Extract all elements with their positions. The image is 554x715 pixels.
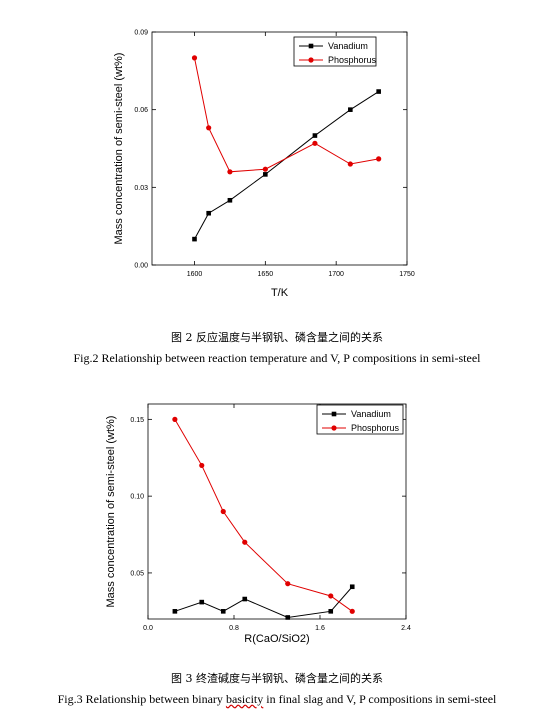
data-point-phosphorus [312,140,318,146]
data-point-phosphorus [285,581,291,587]
data-point-phosphorus [227,169,233,175]
figure-3: 0.0 0.8 1.6 2.4 0.05 0.10 0.15 R(CaO/SiO2) Mass … [0,380,554,715]
data-point-vanadium [206,210,211,216]
data-point-vanadium [220,609,226,614]
data-point-phosphorus [220,508,226,515]
series-line-phosphorus [194,57,379,173]
y-tick-label: 0.00 [134,263,148,270]
data-point-vanadium [242,596,248,602]
legend-label-vanadium: Vanadium [351,409,391,419]
legend-marker-phosphorus [331,425,337,431]
data-point-phosphorus [191,55,198,61]
figure-3-caption-cn: 图 3 终渣碱度与半钢钒、磷含量之间的关系 [171,672,383,685]
chart-binary-basicity: 0.0 0.8 1.6 2.4 0.05 0.10 0.15 R(CaO/SiO2) Mass … [105,403,411,645]
x-axis-label: T/K [271,287,289,299]
legend: Vanadium Phosphorus [293,36,377,67]
x-tick-label: 1.6 [315,625,325,632]
chart-reaction-temperature: 1600 1650 1700 1750 0.00 0.03 0.06 0.09 T/K Mass … [113,30,415,300]
x-tick-label: 2.4 [401,625,411,632]
data-point-phosphorus [172,416,178,422]
data-point-phosphorus [328,593,334,599]
legend-marker-vanadium [308,43,314,49]
figure-3-caption-en-part1: Fig.3 Relationship between binary [57,692,226,706]
legend-marker-phosphorus [308,57,314,63]
y-tick-label: 0.03 [134,185,148,192]
figure-2-caption-cn: 图 2 反应温度与半钢钒、磷含量之间的关系 [171,331,383,344]
data-point-vanadium [349,584,355,590]
data-point-phosphorus [376,156,382,162]
legend: Vanadium Phosphorus [316,404,404,435]
x-tick-label: 1750 [399,271,415,278]
data-point-vanadium [227,197,233,203]
x-tick-label: 0.8 [229,625,239,632]
data-point-phosphorus [206,125,212,131]
x-tick-label: 1600 [187,271,203,278]
data-point-phosphorus [262,166,268,172]
x-tick-label: 1700 [328,271,344,278]
data-point-vanadium [285,615,291,620]
data-point-phosphorus [242,539,248,545]
figure-3-caption-en: Fig.3 Relationship between binary basici… [0,692,554,707]
figure-3-caption-en-part2: in final slag and V, P compositions in s… [263,692,497,706]
data-point-vanadium [192,236,197,242]
y-axis-label: Mass concentration of semi-steel (wt%) [113,53,125,245]
data-point-vanadium [263,172,268,177]
data-point-vanadium [172,609,178,614]
data-point-vanadium [199,599,205,605]
data-point-vanadium [348,107,353,112]
y-tick-label: 0.09 [134,30,148,37]
legend-box [316,404,404,435]
y-axis-label: Mass concentration of semi-steel (wt%) [105,416,117,608]
y-tick-label: 0.06 [134,107,148,114]
data-point-vanadium [376,89,381,94]
x-tick-label: 0.0 [143,625,153,632]
x-tick-label: 1650 [258,271,274,278]
legend-box [293,36,377,67]
figure-2-caption-en: Fig.2 Relationship between reaction temp… [73,351,481,365]
series-line-phosphorus [174,419,353,612]
plot-frame [151,31,408,266]
figure-3-caption-en-basicity: basicity [225,692,264,706]
legend-label-phosphorus: Phosphorus [351,423,400,433]
figure-2: 1600 1650 1700 1750 0.00 0.03 0.06 0.09 T/K Mass … [73,30,481,366]
y-tick-label: 0.10 [130,494,144,501]
y-tick-label: 0.05 [130,570,144,577]
legend-marker-vanadium [331,411,337,417]
data-point-phosphorus [349,608,355,614]
x-axis-label: R(CaO/SiO2) [244,633,309,645]
data-point-phosphorus [347,161,353,167]
data-point-vanadium [312,133,318,138]
data-point-vanadium [328,609,334,614]
y-tick-label: 0.15 [130,417,144,424]
legend-label-phosphorus: Phosphorus [328,55,377,65]
legend-label-vanadium: Vanadium [328,41,368,51]
plot-frame [147,403,407,620]
data-point-phosphorus [199,462,205,469]
